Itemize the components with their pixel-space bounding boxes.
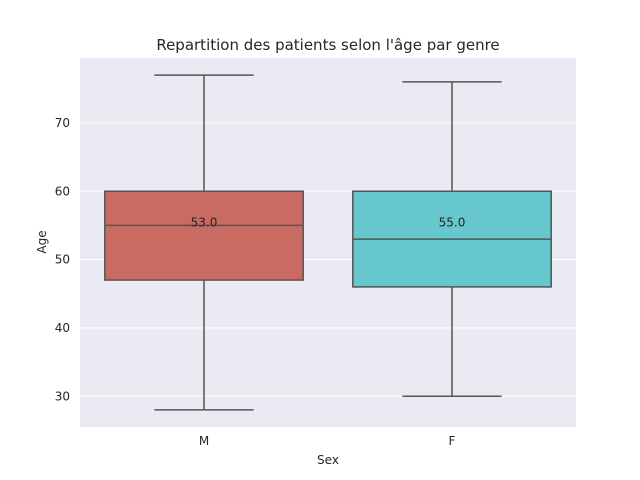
x-axis-label: Sex [317,453,339,467]
box-annotation: 55.0 [439,215,466,229]
iqr-box [104,190,304,281]
box-annotation: 53.0 [191,215,218,229]
y-tick-label: 40 [55,321,70,335]
box-F: 55.0 [352,81,552,397]
y-axis-label: Age [35,230,49,253]
y-tick-label: 50 [55,253,70,267]
y-tick-label: 60 [55,184,70,198]
chart-title: Repartition des patients selon l'âge par… [156,36,499,54]
x-tick-label: M [199,434,209,448]
y-tick-label: 30 [55,389,70,403]
box-series: 53.0 55.0 [104,74,552,411]
box-M: 53.0 [104,74,304,411]
y-tick-labels: 30 40 50 60 70 [55,116,70,403]
y-tick-label: 70 [55,116,70,130]
x-tick-label: F [449,434,456,448]
